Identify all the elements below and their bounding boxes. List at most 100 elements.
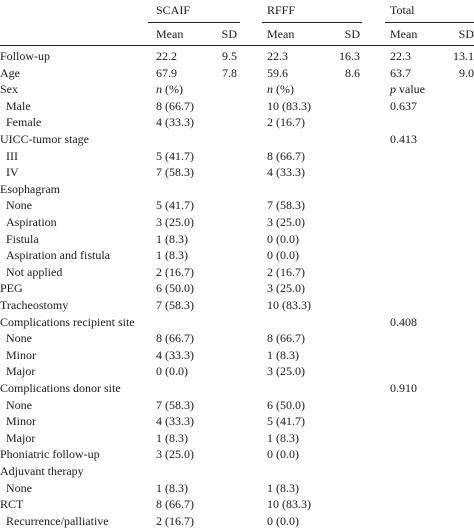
row-label: None [6, 397, 32, 412]
row-label: Major [6, 364, 36, 379]
header-group-scaif: SCAIF [156, 3, 191, 17]
cell-scaif-value: 4 (33.3) [156, 414, 194, 429]
header-sub-row: Mean SD Mean SD Mean SD [0, 25, 474, 44]
cell-scaif-value: 0 (0.0) [156, 364, 188, 379]
cell-scaif-value: 7 (58.3) [156, 298, 194, 312]
cell-rfff-value: 2 (16.7) [267, 264, 305, 279]
table-row: Adjuvant therapy [0, 462, 474, 481]
row-label: None [6, 480, 32, 495]
row-label: Esophagram [0, 181, 60, 196]
header-mean-scaif: Mean [156, 27, 184, 41]
row-label: Aspiration [6, 215, 57, 229]
table-row: Minor 4 (33.3) 5 (41.7) [0, 412, 474, 431]
cell-scaif-value: 22.2 [156, 49, 177, 63]
cell-total-value: 63.7 [390, 65, 411, 80]
row-label: Follow-up [0, 49, 51, 63]
row-label: UICC-tumor stage [0, 132, 89, 146]
table-row: Tracheostomy 7 (58.3) 10 (83.3) [0, 296, 474, 315]
cell-scaif-value: 4 (33.3) [156, 347, 194, 362]
table-row: Aspiration 3 (25.0) 3 (25.0) [0, 213, 474, 232]
table-row: Recurrence/palliative 2 (16.7) 0 (0.0) [0, 512, 474, 531]
table-row: Follow-up 22.2 9.5 22.3 16.3 22.3 13.1 [0, 47, 474, 66]
header-rule-rfff [262, 22, 362, 23]
header-sd-total: SD [458, 27, 474, 41]
cell-scaif-value: 7 (58.3) [156, 397, 194, 412]
table-row: Not applied 2 (16.7) 2 (16.7) [0, 263, 474, 282]
header-group-row: SCAIF RFFF Total [0, 1, 474, 20]
cell-rfff-value: 8 (66.7) [267, 148, 305, 163]
cell-rfff-sd: 8.6 [345, 65, 360, 80]
header-sd-rfff: SD [344, 27, 360, 41]
cell-rfff-value: 10 (83.3) [267, 98, 311, 113]
table-row: Complications recipient site 0.408 [0, 313, 474, 332]
cell-total-sd: 9.0 [459, 65, 474, 80]
header-sd-scaif: SD [221, 27, 237, 41]
cell-rfff-value: 3 (25.0) [267, 215, 305, 229]
cell-scaif-value: 5 (41.7) [156, 198, 194, 213]
row-label: Complications recipient site [0, 314, 135, 329]
cell-rfff-value: n (%) [267, 82, 294, 97]
cell-scaif-sd: 9.5 [222, 49, 237, 63]
table-row: None 5 (41.7) 7 (58.3) [0, 196, 474, 215]
cell-scaif-value: 5 (41.7) [156, 148, 194, 163]
cell-rfff-value: 0 (0.0) [267, 248, 299, 263]
cell-rfff-value: 1 (8.3) [267, 347, 299, 362]
cell-rfff-value: 2 (16.7) [267, 115, 305, 130]
cell-scaif-value: 3 (25.0) [156, 447, 194, 462]
row-label: Tracheostomy [0, 298, 69, 312]
row-label: Male [6, 98, 31, 113]
row-label: Minor [6, 347, 36, 362]
cell-total-value: 22.3 [390, 49, 411, 63]
cell-rfff-value: 0 (0.0) [267, 447, 299, 462]
header-mean-total: Mean [390, 27, 418, 41]
cell-scaif-value: 2 (16.7) [156, 513, 194, 528]
row-label: Female [6, 115, 42, 130]
cell-scaif-value: 6 (50.0) [156, 281, 194, 296]
cell-rfff-value: 7 (58.3) [267, 198, 305, 213]
cell-total-sd: 13.1 [453, 49, 474, 63]
row-label: Phoniatric follow-up [0, 447, 100, 462]
cell-rfff-value: 59.6 [267, 65, 288, 80]
cell-rfff-value: 8 (66.7) [267, 331, 305, 346]
table-row: Sex n (%) n (%) p value [0, 80, 474, 99]
row-label: None [6, 198, 32, 213]
cell-scaif-sd: 7.8 [222, 65, 237, 80]
cell-total-value: 0.413 [390, 132, 417, 146]
row-label: Major [6, 430, 36, 445]
cell-rfff-value: 3 (25.0) [267, 281, 305, 296]
cell-scaif-value: n (%) [156, 82, 183, 97]
table-row: Major 0 (0.0) 3 (25.0) [0, 362, 474, 381]
table-row: Male 8 (66.7) 10 (83.3) 0.637 [0, 97, 474, 116]
header-rule-scaif [148, 22, 240, 23]
table-row: Female 4 (33.3) 2 (16.7) [0, 113, 474, 132]
header-bottom-rule [0, 45, 474, 46]
cell-scaif-value: 8 (66.7) [156, 497, 194, 512]
row-label: PEG [0, 281, 23, 296]
row-label: Sex [0, 82, 18, 97]
cell-scaif-value: 1 (8.3) [156, 480, 188, 495]
cell-scaif-value: 2 (16.7) [156, 264, 194, 279]
row-label: Adjuvant therapy [0, 464, 84, 478]
cell-rfff-value: 6 (50.0) [267, 397, 305, 412]
cell-scaif-value: 1 (8.3) [156, 231, 188, 246]
table-row: Major 1 (8.3) 1 (8.3) [0, 429, 474, 448]
row-label: RCT [0, 497, 24, 512]
cell-scaif-value: 8 (66.7) [156, 331, 194, 346]
cell-scaif-value: 7 (58.3) [156, 165, 194, 180]
row-label: Recurrence/palliative [6, 513, 109, 528]
table-row: Minor 4 (33.3) 1 (8.3) [0, 346, 474, 365]
row-label: Aspiration and fistula [6, 248, 110, 263]
cell-scaif-value: 1 (8.3) [156, 430, 188, 445]
row-label: Minor [6, 414, 36, 429]
header-group-total: Total [390, 3, 415, 17]
cell-total-value: p value [390, 82, 425, 97]
cell-scaif-value: 4 (33.3) [156, 115, 194, 130]
cell-scaif-value: 67.9 [156, 65, 177, 80]
cell-rfff-value: 0 (0.0) [267, 513, 299, 528]
cell-rfff-value: 10 (83.3) [267, 298, 311, 312]
table-row: UICC-tumor stage 0.413 [0, 130, 474, 149]
table-row: Complications donor site 0.910 [0, 379, 474, 398]
table-row: None 1 (8.3) 1 (8.3) [0, 479, 474, 498]
row-label: Age [0, 65, 20, 80]
